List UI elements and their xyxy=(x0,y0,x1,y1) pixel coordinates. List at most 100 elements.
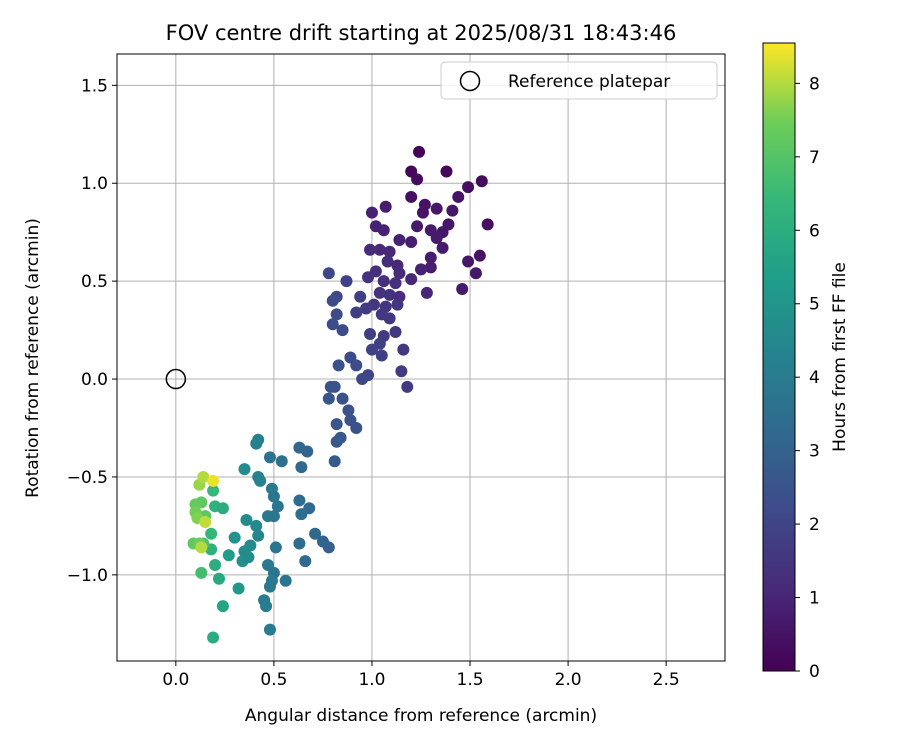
scatter-point xyxy=(462,255,475,268)
scatter-point xyxy=(301,445,314,458)
x-axis-ticks: 0.0 0.5 1.0 1.5 2.0 2.5 xyxy=(162,661,680,690)
scatter-point xyxy=(430,202,443,215)
scatter-point xyxy=(395,365,408,378)
scatter-point xyxy=(389,326,402,339)
colorbar-gradient xyxy=(762,42,796,672)
scatter-point xyxy=(383,288,396,301)
scatter-point xyxy=(405,273,418,286)
scatter-point xyxy=(324,380,337,393)
legend: Reference platepar xyxy=(440,61,718,100)
x-axis-label: Angular distance from reference (arcmin) xyxy=(245,706,597,726)
scatter-point xyxy=(252,529,265,542)
y-tick-label: 0.5 xyxy=(81,272,108,292)
y-tick-label: −0.5 xyxy=(67,468,108,488)
scatter-point xyxy=(279,574,292,587)
colorbar-tick-label: 0 xyxy=(809,662,820,682)
scatter-point xyxy=(293,494,306,507)
scatter-point xyxy=(436,241,449,254)
scatter-point xyxy=(293,537,306,550)
scatter-point xyxy=(216,600,229,613)
scatter-point xyxy=(330,308,343,321)
legend-box xyxy=(440,61,718,100)
scatter-point xyxy=(254,474,267,487)
y-tick-label: 0.0 xyxy=(81,370,108,390)
scatter-point xyxy=(365,343,378,356)
scatter-point xyxy=(475,175,488,188)
scatter-point xyxy=(216,502,229,515)
colorbar-tick-label: 7 xyxy=(809,148,820,168)
scatter-point xyxy=(383,312,396,325)
colorbar-tick-label: 4 xyxy=(809,368,820,388)
scatter-point xyxy=(381,255,394,268)
scatter-point xyxy=(195,566,208,579)
y-axis-ticks: −1.0 −0.5 0.0 0.5 1.0 1.5 xyxy=(67,76,117,586)
scatter-point xyxy=(481,218,494,231)
scatter-point xyxy=(267,510,280,523)
scatter-point xyxy=(322,267,335,280)
scatter-point xyxy=(364,328,377,341)
scatter-point xyxy=(375,349,388,362)
scatter-point xyxy=(328,455,341,468)
y-tick-label: −1.0 xyxy=(67,566,108,586)
scatter-point xyxy=(373,243,386,256)
scatter-point xyxy=(197,470,210,483)
y-tick-label: 1.5 xyxy=(81,76,108,96)
scatter-point xyxy=(462,181,475,194)
scatter-point xyxy=(250,519,263,532)
scatter-point xyxy=(332,359,345,372)
legend-entry-label: Reference platepar xyxy=(508,72,670,92)
scatter-point xyxy=(271,500,284,513)
scatter-point xyxy=(424,251,437,264)
scatter-point xyxy=(350,306,363,319)
x-tick-label: 0.0 xyxy=(162,670,189,690)
colorbar-tick-label: 5 xyxy=(809,295,820,315)
scatter-point xyxy=(326,294,339,307)
scatter-point xyxy=(212,572,225,585)
scatter-point xyxy=(350,359,363,372)
scatter-point xyxy=(469,267,482,280)
scatter-point xyxy=(415,263,427,276)
scatter-point xyxy=(393,267,406,280)
scatter-point xyxy=(299,555,312,568)
scatter-point xyxy=(263,451,276,464)
scatter-point xyxy=(401,380,414,393)
scatter-point xyxy=(207,631,220,644)
scatter-point xyxy=(295,508,308,521)
scatter-point xyxy=(326,318,339,331)
scatter-point xyxy=(442,218,455,231)
scatter-point xyxy=(263,623,276,636)
scatter-point xyxy=(207,474,220,487)
scatter-point xyxy=(420,286,433,299)
x-tick-label: 2.0 xyxy=(555,670,582,690)
scatter-point xyxy=(430,232,443,245)
scatter-point xyxy=(413,145,426,158)
scatter-point xyxy=(416,206,429,219)
scatter-point xyxy=(265,482,278,495)
scatter-point xyxy=(379,200,392,213)
scatter-point xyxy=(397,343,410,356)
chart-title: FOV centre drift starting at 2025/08/31 … xyxy=(166,21,677,45)
scatter-point xyxy=(362,271,375,284)
scatter-point xyxy=(295,461,308,474)
colorbar-tick-label: 2 xyxy=(809,515,820,535)
scatter-point xyxy=(252,433,265,446)
scatter-point xyxy=(377,275,390,288)
scatter-point xyxy=(373,286,386,299)
x-tick-label: 1.0 xyxy=(358,670,385,690)
x-tick-label: 2.5 xyxy=(653,670,680,690)
scatter-point xyxy=(205,527,218,540)
y-axis-label: Rotation from reference (arcmin) xyxy=(23,218,43,498)
scatter-point xyxy=(336,324,349,337)
scatter-point xyxy=(260,600,273,613)
scatter-point xyxy=(316,535,329,548)
scatter-point xyxy=(364,243,377,256)
scatter-point xyxy=(411,173,424,186)
scatter-point xyxy=(209,559,222,572)
scatter-point xyxy=(377,224,390,237)
scatter-point xyxy=(199,515,212,528)
scatter-point xyxy=(232,582,245,595)
colorbar-tick-label: 8 xyxy=(809,74,820,94)
scatter-point xyxy=(350,421,363,434)
scatter-point xyxy=(405,190,418,203)
